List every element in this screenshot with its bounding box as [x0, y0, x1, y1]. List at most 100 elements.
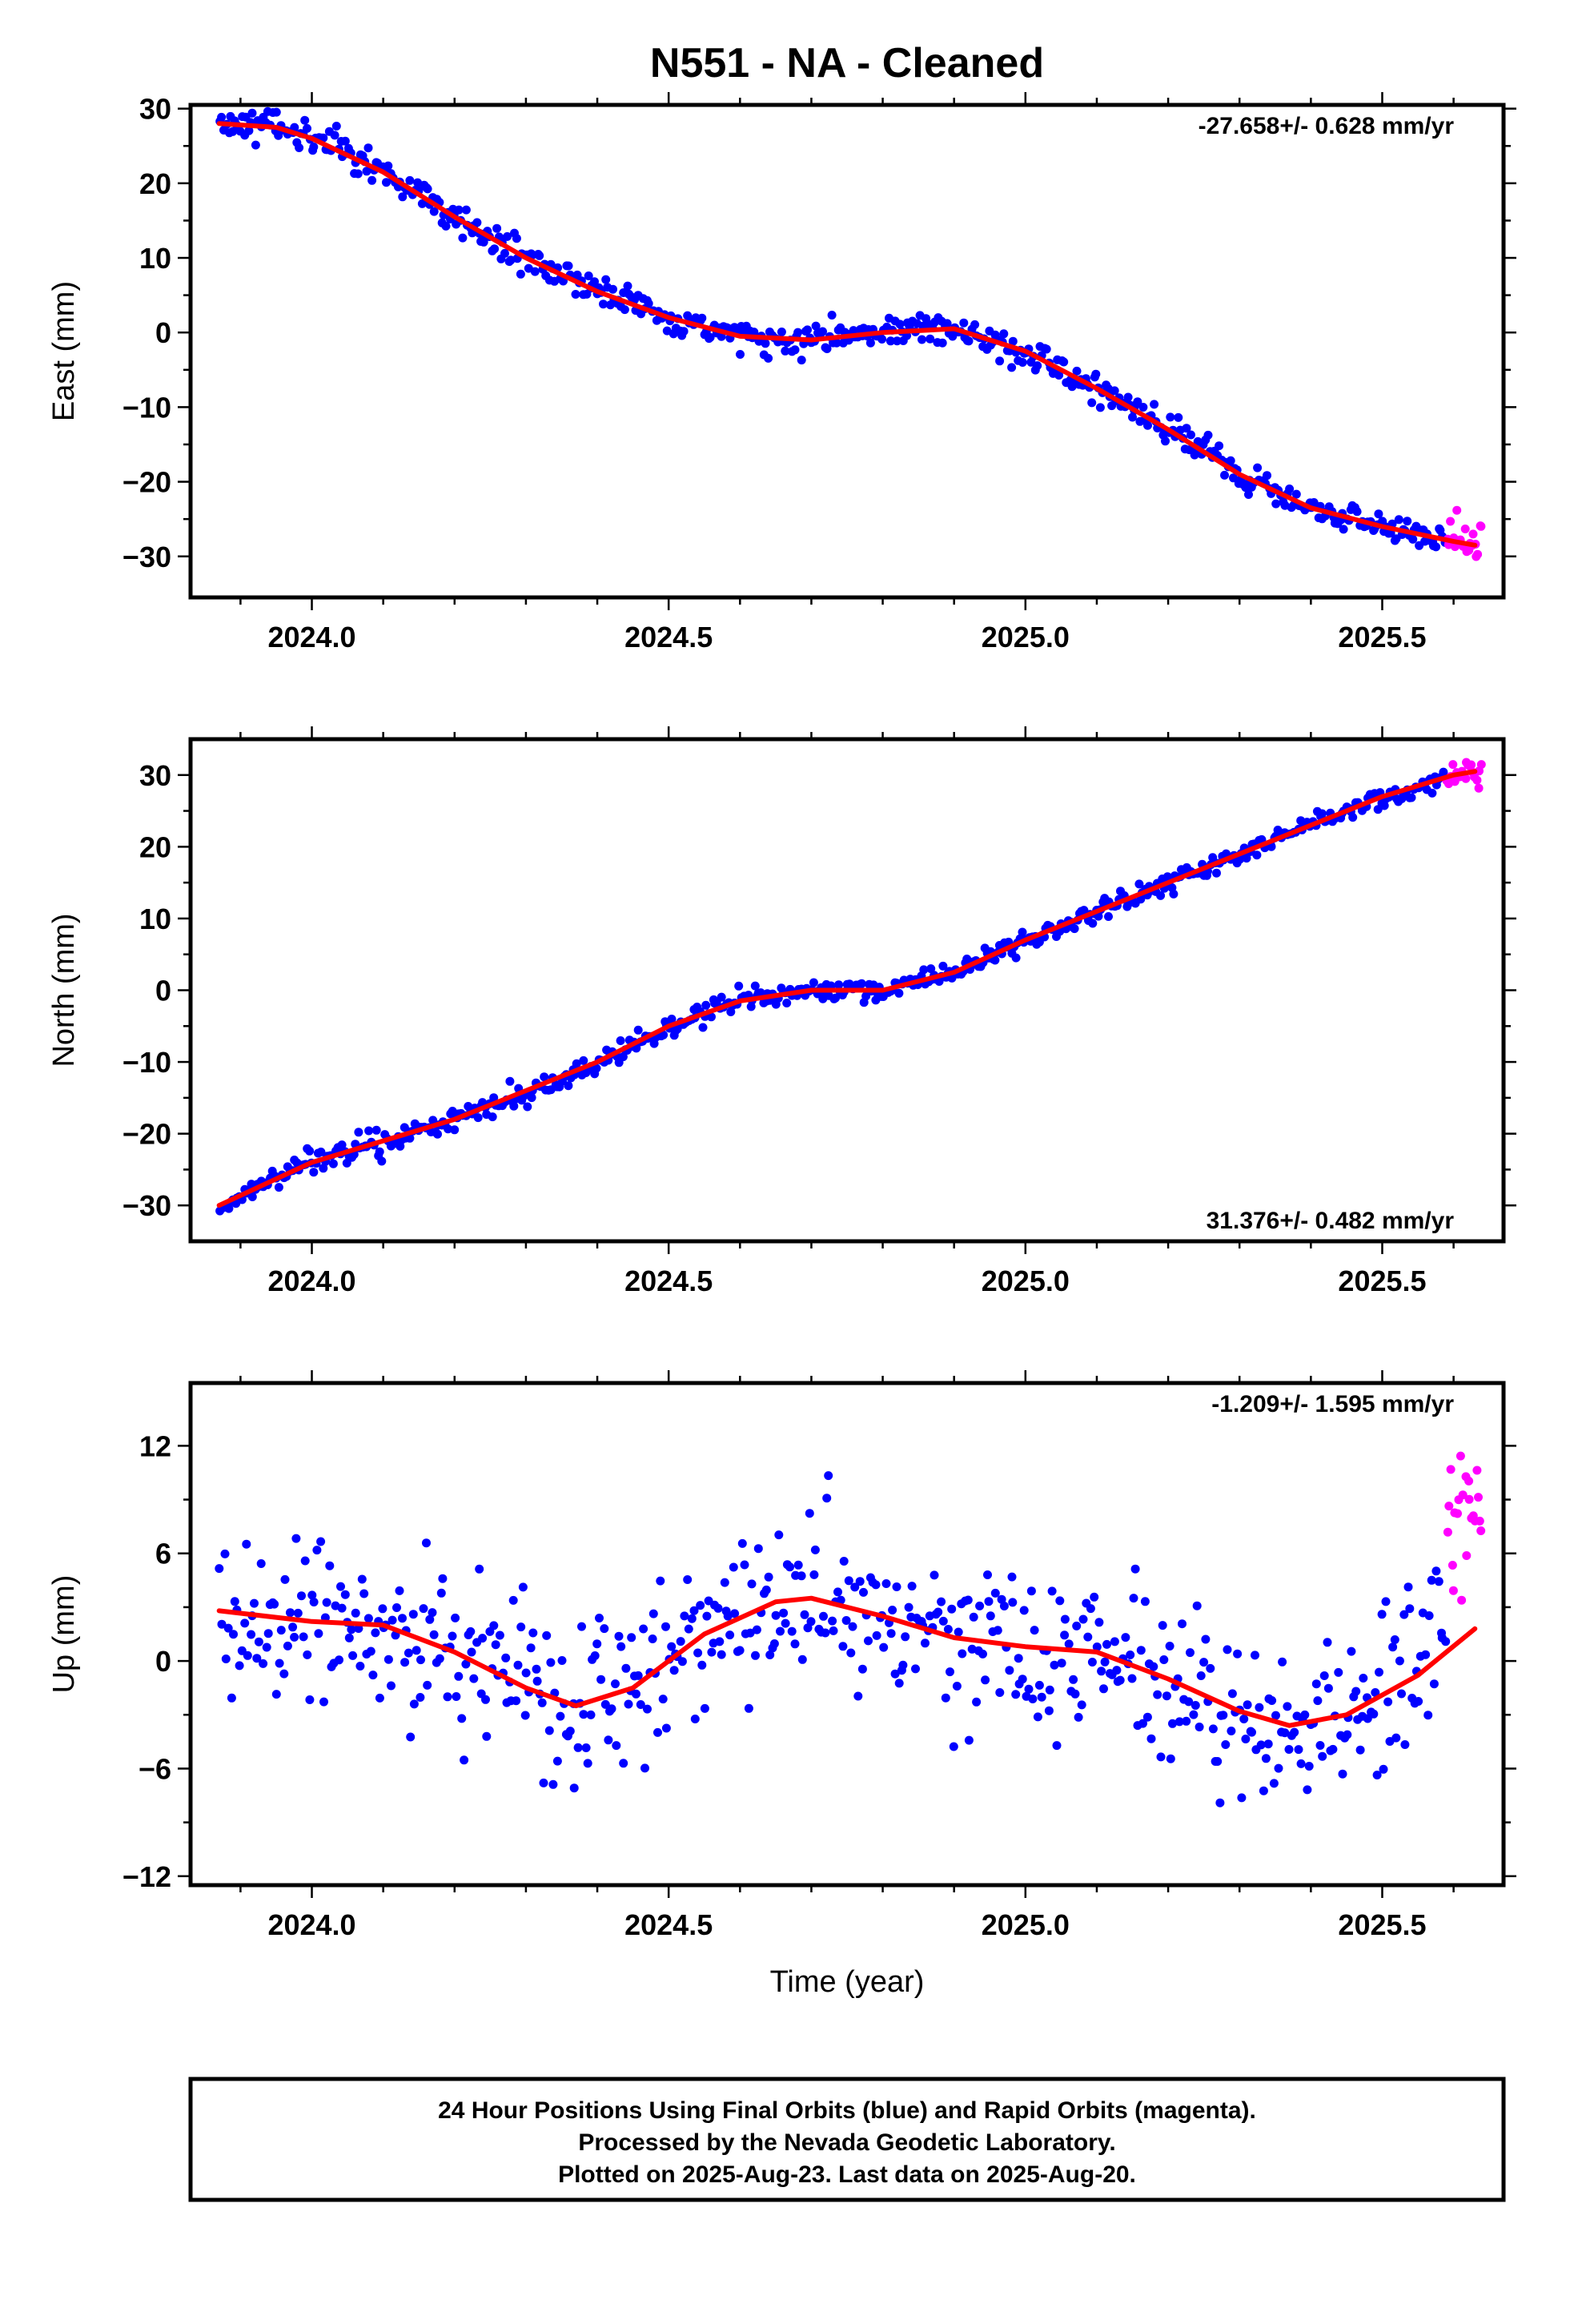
up-final-orbit-point	[983, 1570, 992, 1579]
up-final-orbit-point	[1005, 1666, 1014, 1675]
up-final-orbit-point	[1008, 1598, 1018, 1607]
up-final-orbit-point	[1304, 1762, 1314, 1771]
north-plot-frame	[188, 737, 1506, 1244]
up-final-orbit-point	[781, 1618, 790, 1628]
up-final-orbit-point	[612, 1741, 621, 1751]
footer-box	[188, 2077, 1506, 2202]
north-final-orbit-point	[673, 1024, 682, 1034]
up-final-orbit-point	[469, 1674, 479, 1683]
up-final-orbit-point	[946, 1667, 954, 1677]
up-final-orbit-point	[990, 1588, 1000, 1598]
north-final-orbit-point	[1348, 813, 1358, 822]
up-final-orbit-point	[271, 1690, 281, 1699]
up-final-orbit-point	[745, 1628, 755, 1638]
east-final-orbit-point	[340, 136, 350, 146]
up-final-orbit-point	[771, 1610, 781, 1620]
up-final-orbit-point	[416, 1693, 425, 1702]
up-final-orbit-point	[1271, 1711, 1280, 1720]
up-final-orbit-point	[1303, 1785, 1312, 1795]
east-final-orbit-point	[429, 207, 439, 216]
east-final-orbit-point	[500, 248, 509, 258]
up-final-orbit-point	[240, 1618, 250, 1628]
up-final-orbit-point	[1007, 1572, 1017, 1582]
up-final-orbit-point	[607, 1704, 616, 1714]
up-final-orbit-point	[290, 1632, 299, 1642]
up-final-orbit-point	[286, 1608, 295, 1618]
up-final-orbit-point	[438, 1574, 448, 1583]
up-final-orbit-point	[787, 1626, 797, 1636]
up-panel: Up (mm) 2024.0 2024.5 2025.0 2025.5 −12 −6 0 6 12…	[47, 1370, 1516, 1941]
up-final-orbit-point	[1323, 1638, 1332, 1647]
up-final-orbit-point	[1129, 1594, 1138, 1603]
up-final-orbit-point	[429, 1630, 439, 1639]
up-final-orbit-point	[648, 1634, 657, 1643]
up-final-orbit-point	[822, 1494, 832, 1503]
up-final-orbit-point	[639, 1624, 648, 1634]
up-final-orbit-point	[1178, 1619, 1186, 1629]
east-final-orbit-point	[917, 335, 926, 344]
up-rapid-orbit-point	[1453, 1509, 1462, 1518]
up-rapid-orbit-point	[1462, 1551, 1472, 1560]
north-final-orbit-point	[782, 999, 792, 1007]
up-final-orbit-point	[215, 1564, 224, 1574]
east-final-orbit-point	[803, 325, 812, 335]
up-final-orbit-point	[454, 1671, 464, 1681]
east-final-orbit-point	[895, 320, 905, 329]
north-final-orbit-point	[247, 1192, 257, 1201]
east-y-tick-label: 10	[139, 242, 171, 275]
up-final-orbit-point	[643, 1704, 652, 1714]
up-final-orbit-point	[596, 1675, 606, 1684]
up-final-orbit-point	[693, 1648, 703, 1658]
up-final-orbit-point	[640, 1763, 649, 1773]
up-final-orbit-point	[829, 1626, 838, 1635]
up-final-orbit-point	[460, 1755, 469, 1765]
east-final-orbit-point	[300, 115, 310, 125]
east-rapid-orbit-point	[1476, 521, 1486, 531]
up-final-orbit-point	[729, 1562, 738, 1572]
up-final-orbit-point	[800, 1610, 809, 1619]
east-final-orbit-point	[1072, 366, 1082, 376]
up-final-orbit-point	[614, 1631, 624, 1641]
east-final-orbit-point	[1054, 371, 1064, 380]
north-final-orbit-point	[750, 981, 760, 991]
up-final-orbit-point	[1069, 1675, 1078, 1684]
up-final-orbit-point	[548, 1779, 558, 1789]
north-rapid-orbit-point	[1474, 783, 1484, 793]
up-final-orbit-point	[963, 1595, 973, 1605]
up-final-orbit-point	[1168, 1719, 1177, 1728]
up-final-orbit-point	[408, 1610, 418, 1619]
up-final-orbit-point	[1255, 1703, 1264, 1712]
up-final-orbit-point	[1136, 1646, 1146, 1655]
up-final-orbit-point	[478, 1634, 488, 1643]
east-final-orbit-point	[1018, 358, 1027, 367]
up-final-orbit-point	[633, 1671, 643, 1680]
east-final-orbit-point	[995, 356, 1005, 366]
up-final-orbit-point	[1097, 1667, 1106, 1676]
up-rapid-orbit-point	[1443, 1527, 1452, 1537]
up-final-orbit-point	[307, 1590, 317, 1600]
up-y-tick-label: −12	[122, 1860, 171, 1893]
up-final-orbit-point	[1072, 1621, 1082, 1630]
up-final-orbit-point	[1030, 1626, 1039, 1635]
north-panel: North (mm) 2024.0 2024.5 2025.0 2025.5 −30 −20…	[47, 726, 1516, 1297]
up-rapid-orbit-point	[1448, 1586, 1458, 1595]
up-final-orbit-point	[1338, 1769, 1347, 1779]
up-final-orbit-point	[661, 1622, 670, 1631]
east-final-orbit-point	[512, 234, 521, 243]
east-final-orbit-point	[1161, 436, 1170, 446]
up-final-orbit-point	[1146, 1734, 1156, 1743]
up-fit-curve	[216, 1595, 1478, 1728]
up-final-orbit-point	[451, 1613, 460, 1622]
north-final-orbit-point	[564, 1081, 573, 1091]
north-final-orbit-point	[337, 1140, 347, 1150]
up-final-orbit-point	[881, 1579, 891, 1588]
east-final-orbit-point	[1431, 542, 1441, 552]
up-final-orbit-point	[1256, 1740, 1266, 1750]
up-final-orbit-point	[1372, 1771, 1382, 1779]
north-final-orbit-point	[354, 1128, 363, 1137]
north-final-orbit-point	[701, 1000, 711, 1010]
up-final-orbit-point	[229, 1630, 238, 1639]
up-final-orbit-point	[850, 1582, 860, 1592]
up-final-orbit-point	[1024, 1684, 1034, 1694]
up-final-orbit-point	[573, 1743, 583, 1752]
